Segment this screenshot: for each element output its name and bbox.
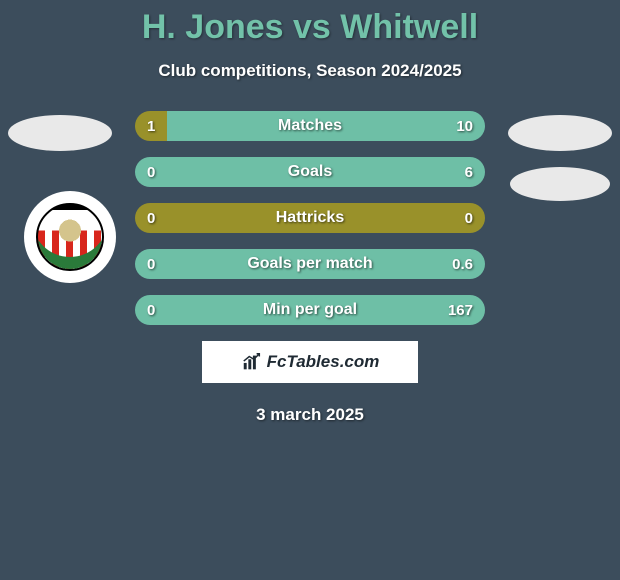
stat-row: 06Goals [135, 157, 485, 187]
club-crest-icon [36, 203, 104, 271]
stat-row: 00.6Goals per match [135, 249, 485, 279]
player2-avatar-placeholder [508, 115, 612, 151]
stat-bar-player2 [167, 111, 485, 141]
player1-avatar-placeholder [8, 115, 112, 151]
stat-bar-nodata [135, 203, 485, 233]
stat-bar-player2 [135, 295, 485, 325]
chart-icon [241, 351, 263, 373]
comparison-infographic: H. Jones vs Whitwell Club competitions, … [0, 0, 620, 580]
player2-club-placeholder [510, 167, 610, 201]
chart-area: 110Matches 06Goals 00Hattricks 00.6Goals pe… [0, 111, 620, 425]
generated-date: 3 march 2025 [0, 405, 620, 425]
stat-bars: 110Matches 06Goals 00Hattricks 00.6Goals pe… [135, 111, 485, 325]
brand-box: FcTables.com [202, 341, 418, 383]
player1-club-badge [24, 191, 116, 283]
brand-label: FcTables.com [267, 352, 380, 372]
page-title: H. Jones vs Whitwell [0, 8, 620, 47]
stat-row: 110Matches [135, 111, 485, 141]
stat-bar-player2 [135, 157, 485, 187]
page-subtitle: Club competitions, Season 2024/2025 [0, 61, 620, 81]
stat-bar-player1 [135, 111, 167, 141]
stat-row: 0167Min per goal [135, 295, 485, 325]
stat-bar-player2 [135, 249, 485, 279]
stat-row: 00Hattricks [135, 203, 485, 233]
